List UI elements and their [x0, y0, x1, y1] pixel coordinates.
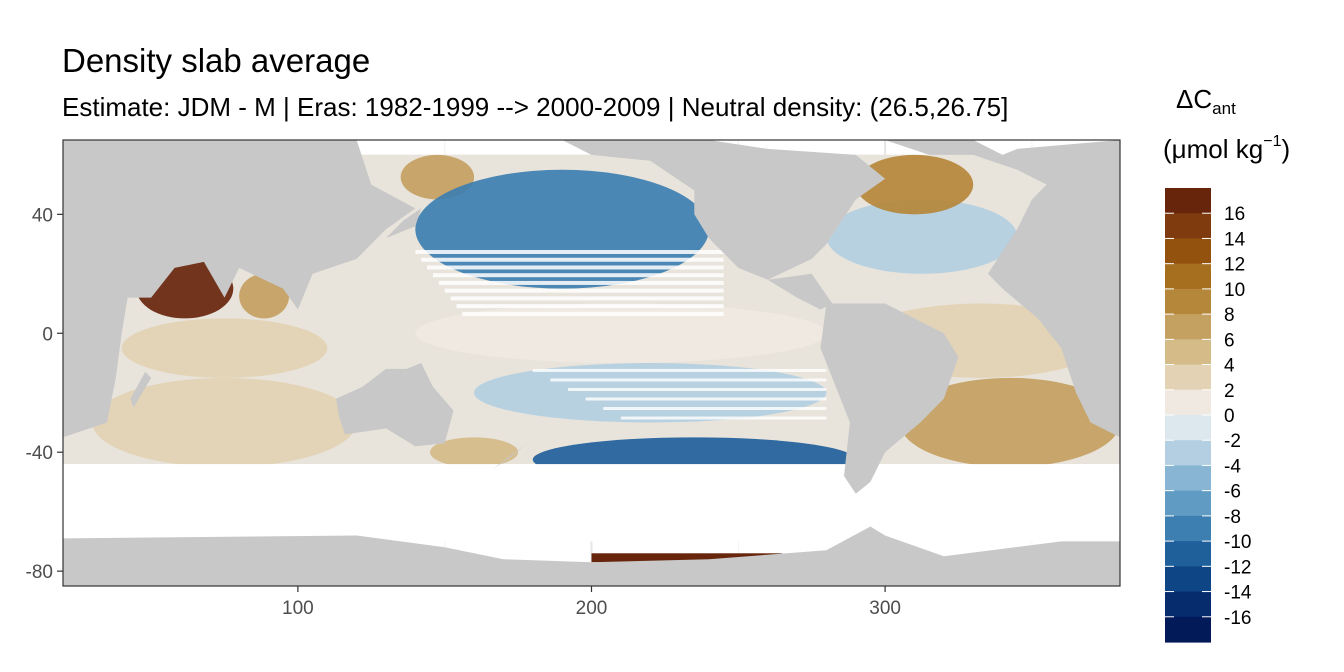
y-tick-label: 40 [32, 205, 53, 226]
colorbar-swatch [1165, 238, 1211, 265]
nodata-streak [603, 407, 827, 411]
nodata-streak [432, 273, 724, 278]
land-polygon [63, 526, 1120, 586]
colorbar-label: 4 [1224, 356, 1235, 377]
nodata-streak [427, 265, 724, 270]
nodata-streak [550, 378, 827, 382]
land-polygon [820, 303, 959, 494]
region-cell [121, 318, 328, 378]
colorbar-label: 12 [1224, 255, 1245, 276]
colorbar-swatch [1165, 566, 1211, 593]
land-mask [63, 140, 1120, 586]
nodata-streak [456, 304, 724, 309]
colorbar-swatch [1165, 389, 1211, 416]
nodata-streak [568, 387, 827, 391]
nodata-streak [421, 257, 724, 262]
land-polygon [336, 363, 454, 447]
legend-title-symbol: ΔCant [1176, 84, 1236, 119]
colorbar-swatch [1165, 339, 1211, 366]
colorbar-label: -8 [1224, 507, 1241, 528]
colorbar-swatch [1165, 288, 1211, 315]
colorbar-swatch [1165, 364, 1211, 391]
colorbar-swatch [1165, 440, 1211, 467]
southern-nodata-band [63, 464, 1120, 542]
legend-unit-close: ) [1281, 134, 1291, 164]
colorbar-label: -14 [1224, 583, 1252, 604]
nodata-streak [585, 397, 827, 401]
region-cell [415, 303, 827, 363]
nodata-streak [620, 416, 827, 420]
legend-unit-exponent: −1 [1263, 133, 1282, 150]
colorbar-label: -10 [1224, 532, 1251, 553]
colorbar-label: 6 [1224, 330, 1235, 351]
x-tick-label: 300 [869, 598, 901, 619]
nodata-streak [462, 311, 724, 316]
colorbar: 16 14 12 10 8 6 4 2 0 -2 -4 -6 -8 -10 -12 -14 -16 [1165, 188, 1252, 643]
nodata-streak [444, 288, 724, 293]
colorbar-swatch [1165, 314, 1211, 340]
colorbar-label: 10 [1224, 280, 1245, 301]
colorbar-swatch [1165, 213, 1211, 240]
colorbar-swatch [1165, 188, 1211, 214]
colorbar-label: 16 [1224, 204, 1245, 225]
legend-subscript: ant [1212, 99, 1236, 118]
nodata-streak [450, 296, 724, 301]
legend-title-unit: (μmol kg−1) [1163, 133, 1290, 165]
chart-title: Density slab average [62, 42, 371, 79]
region-cell [430, 437, 519, 468]
x-tick-label: 200 [576, 598, 608, 619]
land-polygon [767, 273, 833, 310]
colorbar-swatch [1165, 415, 1211, 441]
region-cell [415, 169, 709, 289]
island-polygon [386, 208, 422, 239]
colorbar-label: 14 [1224, 229, 1246, 250]
region-cell [591, 553, 783, 563]
colorbar-label: -4 [1224, 456, 1241, 477]
colorbar-label: 8 [1224, 305, 1235, 326]
colorbar-label: -16 [1224, 608, 1251, 629]
x-tick-label: 100 [282, 598, 314, 619]
colorbar-swatch [1165, 263, 1211, 290]
colorbar-swatch [1165, 541, 1211, 567]
y-tick-label: 0 [42, 324, 53, 345]
land-polygon [562, 140, 886, 280]
colorbar-swatch [1165, 465, 1211, 492]
colorbar-swatch [1165, 515, 1211, 542]
y-tick-label: -40 [26, 443, 53, 464]
colorbar-swatch [1165, 591, 1211, 618]
land-polygon [63, 140, 416, 438]
ocean-field [63, 154, 1120, 563]
region-cell [855, 154, 974, 215]
nodata-streak [415, 250, 724, 255]
nodata-streak [438, 280, 724, 285]
chart-subtitle: Estimate: JDM - M | Eras: 1982-1999 --> … [62, 92, 1009, 122]
legend-unit-open: (μmol kg [1163, 134, 1264, 164]
colorbar-label: 2 [1224, 381, 1235, 402]
legend-symbol: ΔC [1176, 84, 1213, 114]
colorbar-swatch [1165, 616, 1211, 643]
colorbar-label: -12 [1224, 557, 1251, 578]
region-cell [92, 377, 357, 468]
y-tick-label: -80 [26, 562, 53, 583]
colorbar-label: -2 [1224, 431, 1241, 452]
land-polygon [885, 140, 1120, 438]
colorbar-swatch [1165, 490, 1211, 517]
colorbar-label: 0 [1224, 406, 1235, 427]
colorbar-label: -6 [1224, 482, 1241, 503]
region-cell [899, 377, 1120, 468]
island-polygon [130, 371, 152, 408]
nodata-streak [532, 368, 827, 372]
region-cell [826, 199, 1018, 274]
